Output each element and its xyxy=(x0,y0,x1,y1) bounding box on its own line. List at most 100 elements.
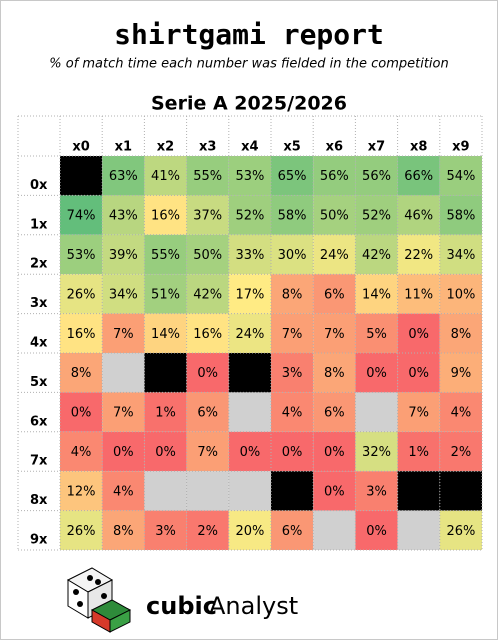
cell xyxy=(397,195,440,235)
cell-label: 6% xyxy=(324,406,345,421)
cell-label: 16% xyxy=(193,327,222,342)
cell xyxy=(397,471,440,511)
cell-label: 4% xyxy=(71,445,92,460)
cell xyxy=(271,274,314,314)
chart-heading: Serie A 2025/2026 xyxy=(151,93,347,115)
cell xyxy=(228,156,271,196)
cell xyxy=(228,353,271,393)
cell-label: 0% xyxy=(155,445,176,460)
cell-label: 7% xyxy=(324,327,345,342)
cell-label: 11% xyxy=(404,287,433,302)
cell xyxy=(144,195,187,235)
y-tick-label: 8x xyxy=(30,493,48,508)
cell-label: 3% xyxy=(366,484,387,499)
cell xyxy=(313,156,356,196)
cell-label: 17% xyxy=(235,287,264,302)
cell-label: 6% xyxy=(324,287,345,302)
cell xyxy=(144,274,187,314)
cell-label: 66% xyxy=(404,169,433,184)
cell-label: 56% xyxy=(320,169,349,184)
y-tick-label: 6x xyxy=(30,414,48,429)
cell-label: 3% xyxy=(282,366,303,381)
cell-label: 1% xyxy=(155,406,176,421)
cell-label: 26% xyxy=(446,524,475,539)
cell-label: 7% xyxy=(113,406,134,421)
cell-label: 0% xyxy=(240,445,261,460)
cell-label: 30% xyxy=(278,248,307,263)
cell xyxy=(186,431,229,472)
cell xyxy=(397,313,440,353)
cell xyxy=(355,234,398,275)
cell xyxy=(144,353,187,393)
cell xyxy=(313,353,356,393)
x-tick-label: x0 xyxy=(72,140,89,155)
cell-label: 20% xyxy=(235,524,264,539)
cell xyxy=(439,195,482,235)
cell-label: 34% xyxy=(109,287,138,302)
cell-label: 0% xyxy=(113,445,134,460)
cell xyxy=(439,274,482,314)
cell-label: 3% xyxy=(155,524,176,539)
cell-label: 16% xyxy=(151,209,180,224)
cell xyxy=(102,353,145,393)
cell-label: 41% xyxy=(151,169,180,184)
cell xyxy=(439,392,482,432)
cell xyxy=(355,510,398,550)
cell xyxy=(439,353,482,393)
cell-label: 53% xyxy=(235,169,264,184)
cell xyxy=(313,274,356,314)
cell-label: 52% xyxy=(235,209,264,224)
y-tick-label: 7x xyxy=(30,454,48,469)
cell xyxy=(186,274,229,314)
cell-label: 33% xyxy=(235,248,264,263)
cell xyxy=(60,274,103,314)
cell-label: 43% xyxy=(109,209,138,224)
cell xyxy=(228,195,271,235)
cell xyxy=(186,313,229,353)
cell-label: 2% xyxy=(197,524,218,539)
cell xyxy=(102,392,145,432)
y-tick-label: 1x xyxy=(30,217,48,232)
cell xyxy=(228,274,271,314)
cell xyxy=(355,156,398,196)
cell-label: 53% xyxy=(67,248,96,263)
cell xyxy=(271,353,314,393)
cell-label: 8% xyxy=(324,366,345,381)
cell-label: 50% xyxy=(320,209,349,224)
x-tick-label: x8 xyxy=(410,140,427,155)
cell xyxy=(102,431,145,472)
cell xyxy=(397,353,440,393)
cell-label: 52% xyxy=(362,209,391,224)
cell-label: 7% xyxy=(197,445,218,460)
cell-label: 56% xyxy=(362,169,391,184)
cell xyxy=(271,392,314,432)
cell-label: 1% xyxy=(408,445,429,460)
cell xyxy=(186,353,229,393)
cell-label: 58% xyxy=(446,209,475,224)
cell xyxy=(60,313,103,353)
cell xyxy=(397,392,440,432)
cell xyxy=(102,274,145,314)
cell xyxy=(60,392,103,432)
cell xyxy=(144,471,187,511)
cell xyxy=(355,471,398,511)
y-tick-label: 3x xyxy=(30,296,48,311)
cell xyxy=(102,195,145,235)
chart-title: shirtgami report xyxy=(114,18,384,51)
cell xyxy=(355,274,398,314)
cell xyxy=(102,313,145,353)
cell-label: 8% xyxy=(71,366,92,381)
cell-label: 39% xyxy=(109,248,138,263)
cell-label: 5% xyxy=(366,327,387,342)
cell-label: 22% xyxy=(404,248,433,263)
cell xyxy=(144,234,187,275)
cell-label: 0% xyxy=(324,445,345,460)
cell-label: 12% xyxy=(67,484,96,499)
x-tick-label: x6 xyxy=(326,140,343,155)
cell xyxy=(439,313,482,353)
cell xyxy=(60,234,103,275)
cell xyxy=(228,392,271,432)
y-tick-label: 0x xyxy=(30,178,48,193)
cell-label: 2% xyxy=(451,445,472,460)
cell-label: 51% xyxy=(151,287,180,302)
